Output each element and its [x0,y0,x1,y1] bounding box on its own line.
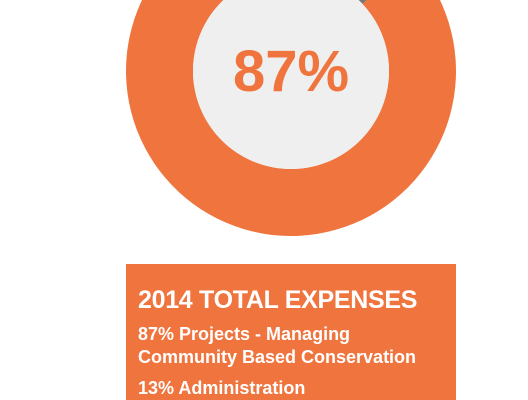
donut-slice [358,0,367,4]
donut-hole [193,0,389,169]
box-title: 2014 TOTAL EXPENSES [138,286,418,314]
center-label: 87% [233,39,349,104]
chart: 87% [126,0,456,236]
donut-slice [126,0,456,236]
box-line: 87% Projects - Managing Community Based … [138,324,417,367]
legend-box: 2014 TOTAL EXPENSES 87% Projects - Manag… [126,264,456,400]
box-line: 13% Administration [138,378,306,398]
